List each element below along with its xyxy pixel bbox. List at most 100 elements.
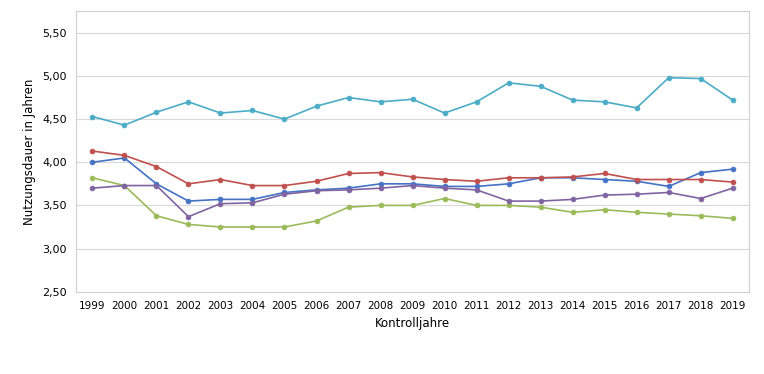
PI	[728, 186, 737, 190]
HF	[600, 208, 609, 212]
GR	[696, 76, 705, 81]
PI	[312, 188, 321, 193]
BV	[504, 175, 513, 180]
FV	[632, 179, 641, 184]
Line: BV: BV	[90, 148, 735, 188]
BV	[472, 179, 481, 184]
FV	[88, 160, 97, 165]
FV	[440, 184, 449, 188]
BV	[152, 164, 161, 169]
PI	[664, 190, 673, 195]
FV	[280, 190, 289, 195]
BV	[344, 171, 353, 176]
BV	[728, 180, 737, 184]
FV	[600, 177, 609, 182]
GR	[440, 111, 449, 115]
GR	[632, 105, 641, 110]
GR	[184, 99, 193, 104]
PI	[600, 193, 609, 197]
HF	[664, 212, 673, 216]
BV	[408, 175, 417, 179]
HF	[88, 175, 97, 180]
HF	[696, 214, 705, 218]
FV	[216, 197, 225, 202]
GR	[88, 114, 97, 119]
FV	[152, 182, 161, 186]
FV	[472, 184, 481, 188]
GR	[120, 123, 129, 128]
Y-axis label: Nutzungsdauer in Jahren: Nutzungsdauer in Jahren	[24, 78, 37, 225]
HF	[280, 225, 289, 229]
FV	[376, 182, 385, 186]
BV	[184, 182, 193, 186]
HF	[504, 203, 513, 208]
HF	[472, 203, 481, 208]
BV	[216, 177, 225, 182]
PI	[184, 214, 193, 219]
GR	[728, 98, 737, 102]
FV	[312, 188, 321, 192]
GR	[376, 99, 385, 104]
HF	[344, 205, 353, 209]
BV	[88, 149, 97, 153]
FV	[344, 186, 353, 190]
Line: PI: PI	[90, 183, 735, 219]
HF	[728, 216, 737, 221]
PI	[440, 186, 449, 190]
PI	[696, 196, 705, 201]
GR	[472, 99, 481, 104]
BV	[536, 175, 545, 180]
BV	[696, 177, 705, 182]
FV	[248, 197, 257, 202]
X-axis label: Kontrolljahre: Kontrolljahre	[375, 317, 450, 330]
BV	[248, 183, 257, 188]
FV	[184, 199, 193, 203]
GR	[344, 95, 353, 100]
HF	[536, 205, 545, 209]
PI	[344, 188, 353, 192]
BV	[376, 171, 385, 175]
Line: FV: FV	[90, 156, 735, 203]
HF	[216, 225, 225, 229]
GR	[504, 81, 513, 85]
HF	[568, 210, 578, 215]
HF	[632, 210, 641, 215]
BV	[568, 175, 578, 179]
BV	[664, 177, 673, 182]
FV	[664, 184, 673, 188]
FV	[408, 182, 417, 186]
HF	[376, 203, 385, 208]
FV	[504, 182, 513, 186]
GR	[600, 99, 609, 104]
GR	[280, 117, 289, 121]
BV	[600, 171, 609, 176]
Line: HF: HF	[90, 175, 735, 229]
FV	[568, 175, 578, 180]
FV	[696, 171, 705, 175]
GR	[312, 104, 321, 108]
BV	[312, 179, 321, 184]
PI	[472, 188, 481, 192]
PI	[632, 192, 641, 196]
HF	[312, 219, 321, 223]
GR	[408, 97, 417, 101]
HF	[152, 214, 161, 218]
GR	[568, 98, 578, 102]
GR	[216, 111, 225, 115]
GR	[536, 84, 545, 89]
PI	[248, 200, 257, 205]
PI	[88, 186, 97, 190]
BV	[440, 177, 449, 182]
PI	[280, 192, 289, 196]
PI	[504, 199, 513, 203]
BV	[120, 153, 129, 157]
PI	[376, 186, 385, 190]
FV	[728, 167, 737, 171]
GR	[248, 108, 257, 113]
GR	[664, 76, 673, 80]
Line: GR: GR	[90, 75, 735, 128]
FV	[536, 175, 545, 180]
PI	[216, 202, 225, 206]
HF	[440, 196, 449, 201]
HF	[408, 203, 417, 208]
